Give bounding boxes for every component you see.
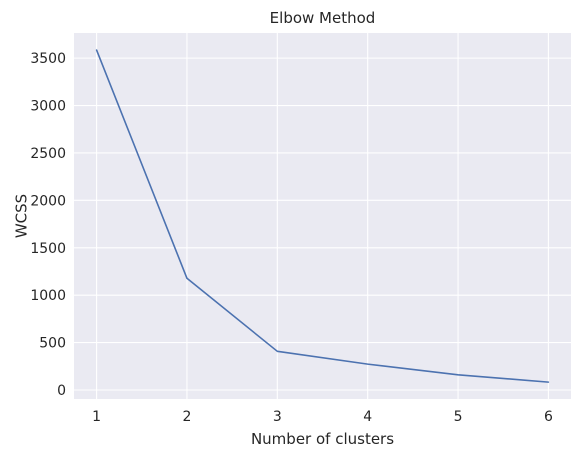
- x-tick-label: 5: [454, 409, 463, 425]
- y-tick-label: 2500: [30, 146, 66, 162]
- y-tick-label: 3000: [30, 99, 66, 115]
- x-axis-label: Number of clusters: [251, 430, 394, 448]
- y-tick-label: 500: [39, 336, 66, 352]
- x-tick-label: 6: [544, 409, 553, 425]
- y-tick-label: 3500: [30, 51, 66, 67]
- y-tick-label: 1500: [30, 241, 66, 257]
- y-tick-label: 1000: [30, 288, 66, 304]
- x-tick-label: 1: [92, 409, 101, 425]
- x-axis: 1 2 3 4 5 6: [92, 409, 553, 425]
- chart-title: Elbow Method: [270, 9, 376, 27]
- x-tick-label: 2: [182, 409, 191, 425]
- y-tick-label: 0: [57, 383, 66, 399]
- x-tick-label: 4: [363, 409, 372, 425]
- y-axis: 0 500 1000 1500 2000 2500 3000 3500: [30, 51, 66, 399]
- plot-area: [74, 33, 571, 399]
- y-tick-label: 2000: [30, 193, 66, 209]
- y-axis-label: WCSS: [13, 194, 31, 238]
- x-tick-label: 3: [273, 409, 282, 425]
